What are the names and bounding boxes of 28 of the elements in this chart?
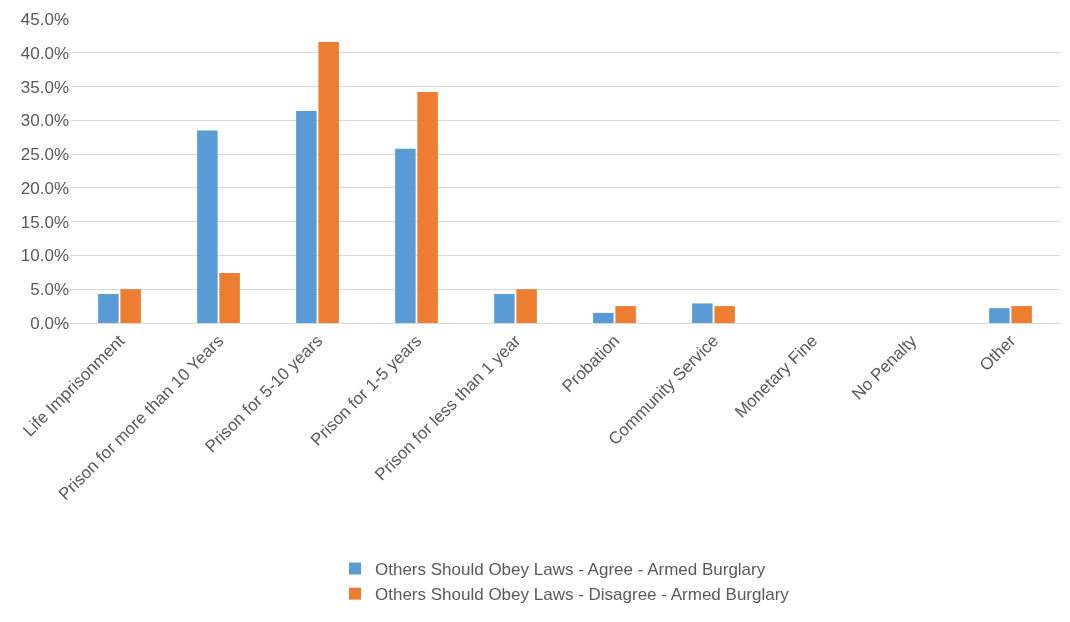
bar	[692, 303, 713, 323]
y-tick-label: 30.0%	[20, 111, 69, 131]
bar	[318, 41, 339, 323]
bar	[714, 306, 735, 323]
legend-label: Others Should Obey Laws - Disagree - Armed Burglary	[375, 585, 790, 605]
y-tick-label: 0.0%	[30, 313, 69, 333]
y-tick-label: 10.0%	[20, 246, 69, 266]
bar	[197, 130, 218, 323]
bar	[989, 308, 1010, 323]
legend-label: Others Should Obey Laws - Agree - Armed Burglary	[375, 560, 766, 580]
bar	[494, 293, 515, 323]
y-tick-label: 25.0%	[20, 145, 69, 165]
bar	[395, 148, 416, 323]
y-tick-label: 45.0%	[20, 9, 69, 29]
y-tick-label: 15.0%	[20, 212, 69, 232]
bar	[296, 110, 317, 323]
bar	[219, 273, 240, 323]
bar	[417, 91, 438, 323]
y-tick-label: 40.0%	[20, 43, 69, 63]
y-tick-label: 35.0%	[20, 77, 69, 97]
y-tick-label: 5.0%	[30, 280, 69, 300]
bar	[1011, 306, 1032, 323]
bar	[120, 289, 141, 323]
bar	[593, 312, 614, 323]
bar	[615, 306, 636, 323]
bar	[516, 289, 537, 323]
y-tick-label: 20.0%	[20, 178, 69, 198]
bar	[98, 293, 119, 323]
